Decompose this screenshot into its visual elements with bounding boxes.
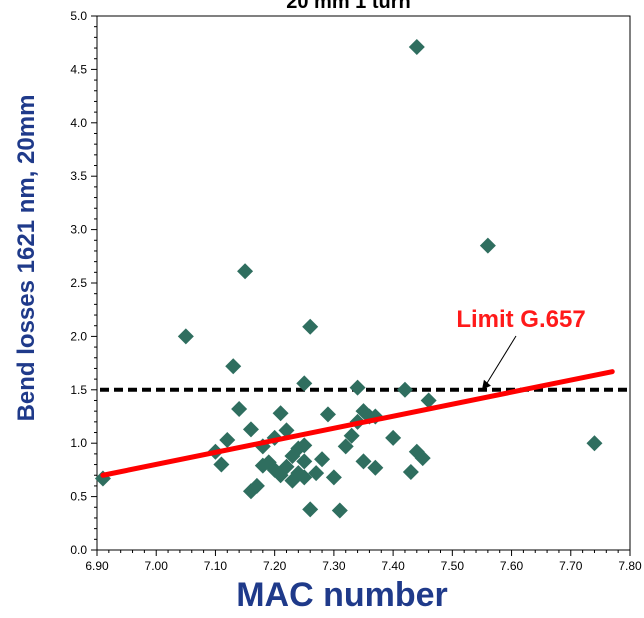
data-point [343, 427, 360, 444]
annotation-arrowhead [481, 379, 491, 390]
y-tick-label: 0.5 [70, 490, 87, 504]
data-point [308, 465, 325, 482]
data-point [385, 429, 402, 446]
data-point [231, 401, 248, 418]
data-point [314, 451, 331, 468]
y-tick-label: 1.5 [70, 383, 87, 397]
plot-area: 0.0 0.5 1.0 1.5 2.0 2.5 3.0 3.5 4.0 4.5 5.0 6.90 7.0… [70, 9, 642, 573]
data-point [296, 453, 313, 470]
data-point [367, 459, 384, 476]
data-point [278, 422, 295, 439]
data-point [272, 405, 289, 422]
data-point [420, 392, 437, 409]
data-point [237, 263, 254, 280]
x-tick-label: 7.40 [381, 559, 405, 573]
data-point [296, 437, 313, 454]
x-tick-label: 7.50 [441, 559, 465, 573]
y-tick-label: 3.5 [70, 169, 87, 183]
x-tick-label: 7.30 [322, 559, 346, 573]
data-point [319, 406, 336, 423]
chart-title: 20 mm 1 turn [286, 0, 410, 13]
x-tick-label: 7.10 [204, 559, 228, 573]
data-point [414, 450, 431, 467]
data-point [225, 358, 242, 375]
x-tick-label: 7.60 [500, 559, 524, 573]
data-point [296, 469, 313, 486]
limit-annotation: Limit G.657 [456, 306, 585, 333]
y-tick-label: 3.0 [70, 223, 87, 237]
y-axis-title: Bend losses 1621 nm, 20mm [13, 95, 40, 422]
y-tick-label: 5.0 [70, 9, 87, 23]
data-point [355, 453, 372, 470]
y-tick-label: 2.0 [70, 329, 87, 343]
x-tick-label: 7.70 [559, 559, 583, 573]
y-tick-label: 4.0 [70, 116, 87, 130]
data-point [302, 501, 319, 518]
data-point [402, 464, 419, 481]
data-point [242, 421, 259, 438]
x-tick-label: 7.00 [145, 559, 169, 573]
data-point [408, 38, 425, 55]
data-point [479, 237, 496, 254]
data-point [302, 318, 319, 335]
y-tick-label: 1.0 [70, 436, 87, 450]
data-point [331, 502, 348, 519]
data-point [396, 381, 413, 398]
trend-line [100, 369, 615, 478]
x-tick-label: 6.90 [85, 559, 109, 573]
y-tick-label: 0.0 [70, 543, 87, 557]
x-axis-title: MAC number [236, 576, 448, 614]
data-point [219, 431, 236, 448]
y-tick-label: 4.5 [70, 62, 87, 76]
data-point [325, 469, 342, 486]
x-tick-label: 7.80 [618, 559, 642, 573]
data-point [248, 477, 265, 494]
x-tick-label: 7.20 [263, 559, 287, 573]
plot-frame [96, 15, 631, 551]
data-point [349, 379, 366, 396]
data-point [586, 435, 603, 452]
annotation-arrow [485, 335, 517, 386]
y-tick-label: 2.5 [70, 276, 87, 290]
data-point [177, 328, 194, 345]
data-point [213, 456, 230, 473]
data-point [278, 458, 295, 475]
data-point [296, 375, 313, 392]
data-point [337, 438, 354, 455]
